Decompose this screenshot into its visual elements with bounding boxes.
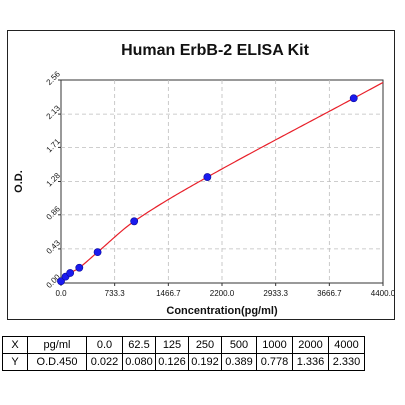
table-row-header: X — [2, 336, 28, 354]
x-axis-label: Concentration(pg/ml) — [166, 305, 278, 317]
table-cell: 0.192 — [188, 353, 222, 371]
table-cell: 0.778 — [256, 353, 293, 371]
data-point — [349, 94, 358, 103]
chart-plot: Human ErbB-2 ELISA Kit 0.0 733.3 1466.7 2200… — [13, 42, 394, 317]
x-tick-label: 0.0 — [55, 289, 67, 298]
data-point — [57, 277, 65, 286]
table-cell: 2.330 — [328, 353, 365, 371]
x-tick-label: 2200.0 — [210, 289, 235, 298]
y-tick-label: 1.28 — [45, 171, 63, 189]
table-unit-cell: O.D.450 — [27, 353, 87, 371]
y-tick-label: 0.86 — [45, 204, 63, 222]
data-point — [93, 248, 102, 257]
table-cell: 500 — [221, 336, 257, 354]
y-tick-label: 1.71 — [45, 137, 63, 155]
table-cell: 2000 — [292, 336, 329, 354]
x-tick-label: 733.3 — [105, 289, 126, 298]
data-point — [130, 217, 139, 226]
x-tick-label: 2933.3 — [263, 289, 288, 298]
y-tick-label: 2.13 — [45, 103, 63, 121]
data-point — [75, 263, 84, 272]
y-tick-label: 0.43 — [45, 238, 63, 256]
table-cell: 0.022 — [86, 353, 123, 371]
x-tick-label: 3666.7 — [317, 289, 342, 298]
table-row-y: Y O.D.450 0.022 0.080 0.126 0.192 0.389 0.778 1.… — [2, 353, 365, 371]
chart-title: Human ErbB-2 ELISA Kit — [121, 42, 310, 59]
table-row-header: Y — [2, 353, 28, 371]
data-point — [203, 173, 212, 181]
table-cell: 125 — [155, 336, 189, 354]
x-tick-label: 1466.7 — [156, 289, 181, 298]
data-point — [66, 269, 75, 277]
table-cell: 0.389 — [221, 353, 257, 371]
table-cell: 0.126 — [155, 353, 189, 371]
table-cell: 1.336 — [292, 353, 329, 371]
table-unit-cell: pg/ml — [27, 336, 87, 354]
chart-frame: Human ErbB-2 ELISA Kit 0.0 733.3 1466.7 2200… — [7, 30, 395, 320]
y-tick-label: 2.56 — [45, 69, 63, 87]
table-cell: 4000 — [328, 336, 365, 354]
table-cell: 1000 — [256, 336, 293, 354]
fit-curve — [60, 81, 384, 282]
table-cell: 0.080 — [122, 353, 156, 371]
table-cell: 250 — [188, 336, 222, 354]
y-axis-label: O.D. — [13, 170, 25, 193]
x-tick-label: 4400.0 — [371, 289, 394, 298]
table-cell: 0.0 — [86, 336, 123, 354]
table-cell: 62.5 — [122, 336, 156, 354]
